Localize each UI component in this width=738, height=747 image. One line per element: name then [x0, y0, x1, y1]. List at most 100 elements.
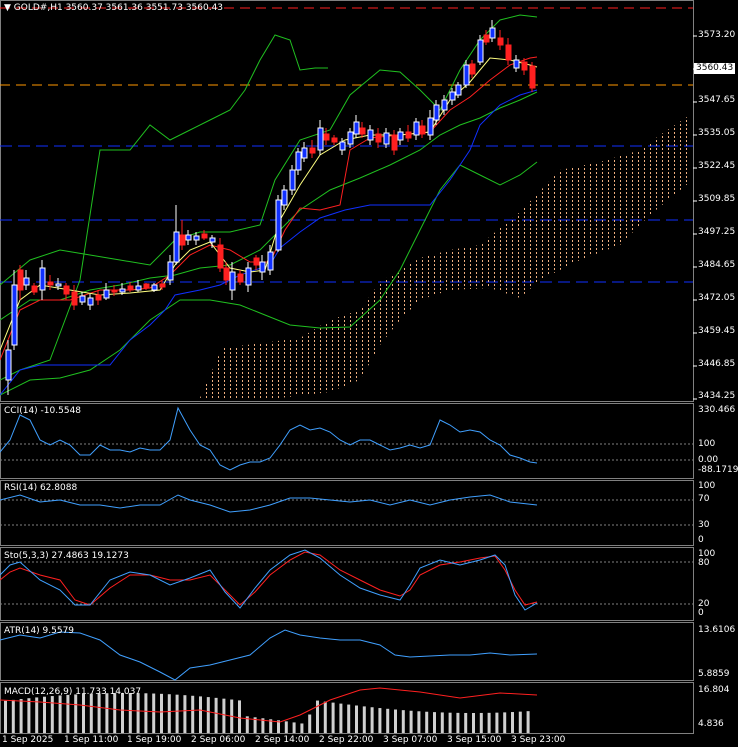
cci-level: 330.466 — [698, 405, 736, 415]
candle-body — [47, 281, 54, 286]
candle-body — [513, 59, 520, 69]
stoch-label: Sto(5,3,3) 27.4863 19.1273 — [4, 551, 129, 561]
candle-body — [39, 267, 46, 291]
bollinger-middle — [0, 91, 538, 321]
candle-body — [281, 189, 288, 206]
macd-histogram-bar — [105, 693, 109, 733]
macd-histogram-bar — [347, 704, 351, 733]
macd-signal-line — [0, 687, 538, 723]
macd-histogram-bar — [27, 698, 31, 733]
candle-body — [427, 117, 434, 136]
macd-histogram-bar — [128, 693, 132, 733]
stoch-main-line — [0, 549, 538, 611]
price-tick: 3484.65 — [698, 260, 736, 270]
macd-histogram-bar — [518, 711, 522, 733]
ohlc-values: 3560.37 3561.36 3551.73 3560.43 — [65, 3, 224, 13]
moving-average-blue — [0, 89, 538, 396]
candle-body — [497, 37, 504, 46]
macd-histogram-bar — [511, 712, 514, 733]
rsi-level: 100 — [698, 481, 716, 491]
macd-histogram-bar — [11, 699, 15, 733]
candle-body — [5, 349, 12, 381]
candle-body — [167, 261, 174, 281]
macd-histogram-bar — [362, 706, 366, 733]
price-tick: 3535.05 — [698, 128, 736, 138]
macd-histogram-bar — [323, 701, 327, 733]
candle-body — [201, 233, 208, 239]
panel-frame — [0, 480, 694, 546]
time-tick: 3 Sep 15:00 — [447, 735, 502, 745]
candle-body — [463, 64, 470, 86]
macd-histogram-bar — [394, 709, 397, 733]
macd-histogram-bar — [355, 705, 358, 733]
macd-histogram-bar — [121, 693, 124, 733]
candle-body — [317, 127, 324, 151]
candle-body — [469, 63, 476, 75]
candle-body — [397, 131, 404, 141]
time-tick: 3 Sep 07:00 — [383, 735, 438, 745]
candle-body — [483, 34, 490, 43]
candle-body — [11, 284, 18, 346]
macd-histogram-bar — [89, 693, 93, 733]
candle-body — [489, 27, 496, 39]
macd-histogram-bar — [339, 703, 343, 733]
macd-histogram-bar — [19, 699, 23, 733]
macd-histogram-bar — [74, 694, 78, 733]
price-tick: 3446.85 — [698, 359, 736, 369]
macd-histogram-bar — [43, 696, 46, 733]
candle-body — [151, 284, 158, 291]
cci-level: 0.00 — [698, 455, 719, 465]
bollinger-upper — [0, 14, 538, 286]
macd-histogram-bar — [35, 697, 39, 733]
candle-body — [455, 84, 462, 96]
macd-histogram-bar — [66, 694, 70, 733]
macd-histogram-bar — [409, 710, 413, 733]
candle-body — [95, 294, 102, 301]
macd-histogram-bar — [261, 718, 265, 733]
panel-frame — [0, 622, 694, 681]
candle-body — [375, 133, 382, 143]
macd-histogram-bar — [50, 696, 54, 733]
macd-histogram-bar — [284, 721, 288, 733]
candle-body — [301, 147, 308, 159]
stoch-level: 100 — [698, 549, 716, 559]
macd-histogram-bar — [82, 694, 85, 733]
candle-body — [71, 291, 78, 306]
dropdown-triangle-icon[interactable]: ▼ — [4, 3, 11, 13]
candle-body — [245, 267, 252, 286]
candle-body — [253, 257, 260, 266]
cci-label: CCI(14) -10.5548 — [4, 406, 82, 416]
candle-body — [441, 99, 448, 111]
candle-body — [405, 131, 412, 139]
symbol-timeframe: GOLD#,H1 — [13, 3, 63, 13]
candle-body — [111, 289, 118, 293]
macd-histogram-bar — [160, 693, 163, 733]
candle-body — [119, 288, 126, 293]
panel-frame — [0, 682, 694, 734]
candle-body — [529, 65, 536, 89]
macd-histogram-bar — [206, 697, 210, 733]
macd-histogram-bar — [378, 708, 382, 733]
macd-histogram-bar — [113, 693, 117, 733]
candle-body — [103, 289, 110, 299]
macd-histogram-bar — [472, 712, 475, 733]
bollinger-lower — [0, 161, 538, 396]
price-tick: 3547.65 — [698, 95, 736, 105]
candle-body — [193, 235, 200, 241]
macd-histogram-bar — [167, 694, 171, 733]
candle-body — [289, 169, 296, 191]
time-tick: 1 Sep 2025 — [2, 735, 54, 745]
macd-histogram-bar — [269, 719, 273, 733]
macd-histogram-bar — [144, 693, 148, 733]
candle-body — [267, 251, 274, 271]
macd-histogram-bar — [300, 723, 304, 733]
macd-histogram-bar — [152, 693, 156, 733]
candle-body — [275, 199, 282, 251]
price-tick: 3459.45 — [698, 326, 736, 336]
candle-body — [229, 271, 236, 291]
macd-level: 16.804 — [698, 685, 730, 695]
current-price-tag: 3560.43 — [694, 63, 736, 74]
macd-histogram-bar — [495, 712, 499, 733]
macd-histogram-bar — [316, 700, 319, 733]
